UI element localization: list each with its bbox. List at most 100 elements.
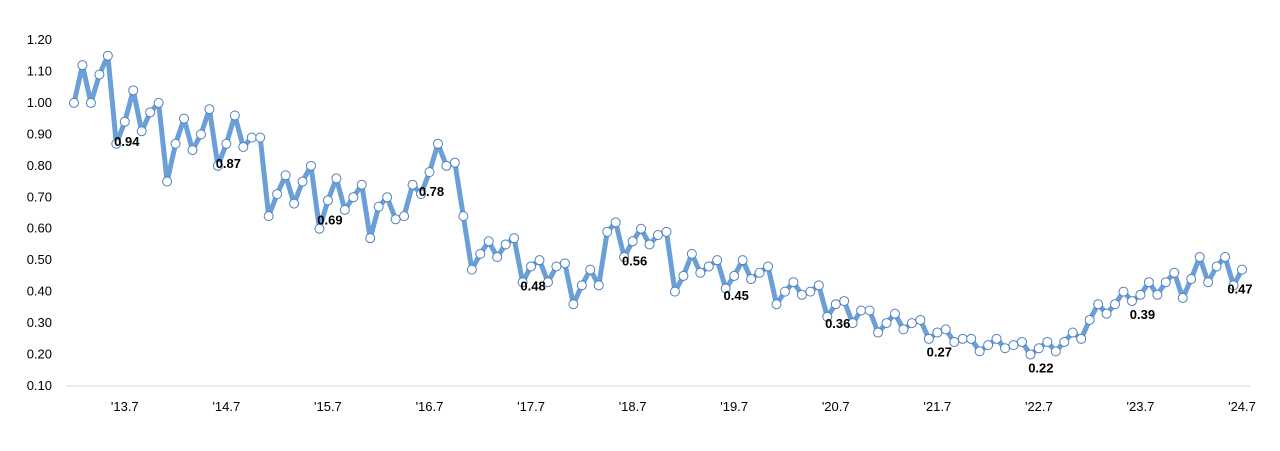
- series-line: [71, 53, 1245, 358]
- data-point: [737, 255, 748, 266]
- data-point: [1118, 286, 1129, 297]
- data-point: [805, 286, 816, 297]
- data-point: [390, 214, 401, 225]
- data-point: [1177, 292, 1188, 303]
- data-point: [1194, 252, 1205, 263]
- data-point: [822, 311, 833, 322]
- data-point: [1084, 314, 1095, 325]
- data-point: [1093, 299, 1104, 310]
- data-point: [1135, 289, 1146, 300]
- data-point: [940, 324, 951, 335]
- data-label: 0.48: [520, 278, 545, 293]
- data-point: [534, 255, 545, 266]
- data-point: [246, 132, 257, 143]
- y-tick-label: 0.50: [27, 252, 52, 267]
- data-point: [703, 261, 714, 272]
- data-point: [77, 60, 88, 71]
- x-tick-label: '16.7: [416, 399, 444, 414]
- data-point: [669, 286, 680, 297]
- y-tick-label: 1.20: [27, 32, 52, 47]
- y-axis: 0.10 0.20 0.30 0.40 0.50 0.60 0.70 0.80 0.90 1.00…: [27, 32, 52, 393]
- data-point: [1110, 299, 1121, 310]
- data-point: [923, 333, 934, 344]
- data-point: [1152, 289, 1163, 300]
- data-point: [644, 239, 655, 250]
- data-point: [873, 327, 884, 338]
- data-point: [509, 233, 520, 244]
- data-point: [449, 157, 460, 168]
- data-point: [221, 138, 232, 149]
- data-point: [695, 267, 706, 278]
- data-point: [145, 107, 156, 118]
- data-point: [466, 264, 477, 275]
- data-label: 0.69: [317, 212, 342, 227]
- data-point: [356, 179, 367, 190]
- data-point: [458, 211, 469, 222]
- data-point: [1016, 336, 1027, 347]
- data-point: [229, 110, 240, 121]
- data-label: 0.45: [724, 288, 749, 303]
- data-point: [746, 274, 757, 285]
- data-label: 0.94: [114, 134, 140, 149]
- data-point: [212, 160, 223, 171]
- data-point: [983, 340, 994, 351]
- data-point: [720, 283, 731, 294]
- data-point: [204, 104, 215, 115]
- data-point: [551, 261, 562, 272]
- y-tick-label: 0.60: [27, 221, 52, 236]
- data-point: [856, 305, 867, 316]
- data-point: [280, 170, 291, 181]
- data-label: 0.56: [622, 253, 647, 268]
- data-point: [297, 176, 308, 187]
- data-point: [898, 324, 909, 335]
- data-point: [779, 286, 790, 297]
- data-point: [128, 85, 139, 96]
- x-tick-label: '24.7: [1228, 399, 1256, 414]
- x-axis-ticks: '13.7 '14.7 '15.7 '16.7 '17.7 '18.7 '19.7 '20.7…: [111, 399, 1256, 414]
- data-point: [881, 318, 892, 329]
- data-point: [1169, 267, 1180, 278]
- data-label: 0.22: [1028, 360, 1053, 375]
- data-point: [441, 160, 452, 171]
- data-point: [1050, 346, 1061, 357]
- data-point: [729, 270, 740, 281]
- data-point: [542, 277, 553, 288]
- data-point: [170, 138, 181, 149]
- data-point: [382, 192, 393, 203]
- data-point: [399, 211, 410, 222]
- data-point: [796, 289, 807, 300]
- series-markers: [69, 50, 1247, 360]
- x-tick-label: '13.7: [111, 399, 139, 414]
- data-point: [839, 296, 850, 307]
- data-point: [678, 270, 689, 281]
- x-tick-label: '15.7: [314, 399, 342, 414]
- data-point: [1000, 343, 1011, 354]
- data-point: [627, 236, 638, 247]
- data-point: [238, 141, 249, 152]
- data-point: [568, 299, 579, 310]
- data-point: [1237, 264, 1247, 275]
- data-point: [69, 97, 79, 108]
- x-tick-label: '22.7: [1025, 399, 1053, 414]
- y-tick-label: 1.10: [27, 63, 52, 78]
- data-point: [1059, 336, 1070, 347]
- data-point: [653, 230, 663, 241]
- x-tick-label: '18.7: [619, 399, 647, 414]
- data-point: [179, 113, 190, 124]
- data-point: [1008, 340, 1019, 351]
- data-point: [576, 280, 587, 291]
- data-point: [1220, 252, 1231, 263]
- data-point: [322, 195, 333, 206]
- data-label: 0.39: [1130, 307, 1155, 322]
- data-point: [957, 333, 968, 344]
- data-label: 0.27: [927, 345, 952, 360]
- data-point: [974, 346, 985, 357]
- data-point: [1101, 308, 1112, 319]
- y-tick-label: 0.30: [27, 315, 52, 330]
- data-point: [1126, 296, 1137, 307]
- data-point: [136, 126, 147, 137]
- data-point: [602, 226, 613, 237]
- data-point: [102, 50, 113, 61]
- x-tick-label: '21.7: [923, 399, 951, 414]
